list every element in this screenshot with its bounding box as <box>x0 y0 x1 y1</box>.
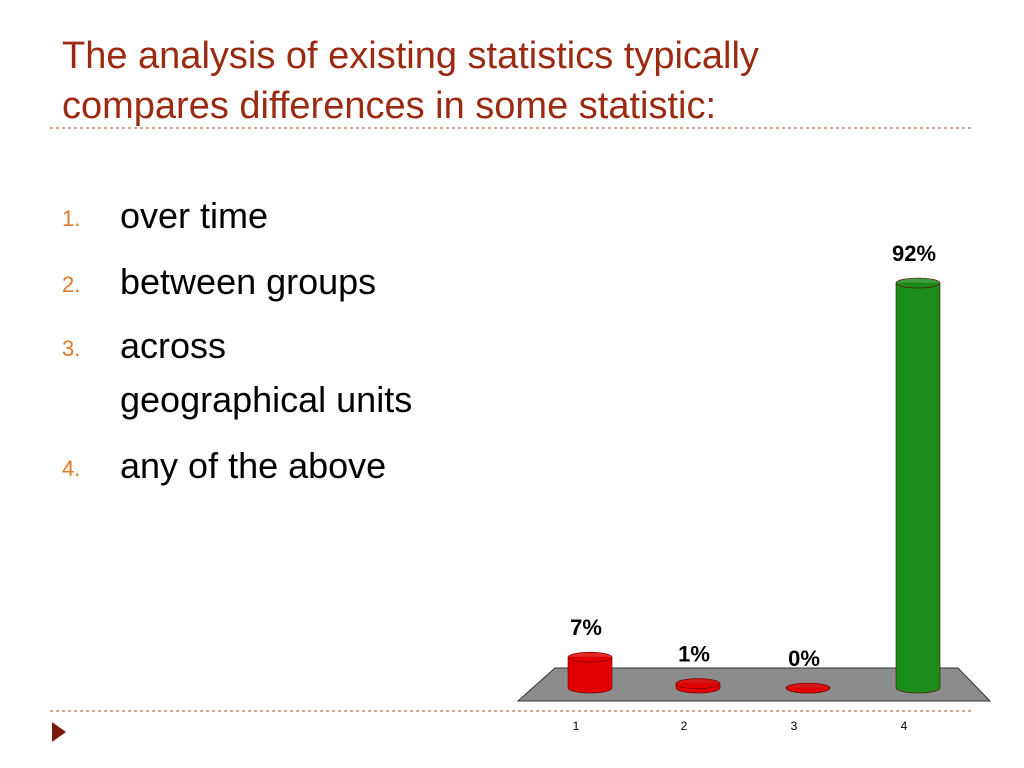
x-tick-label: 4 <box>901 719 908 733</box>
footer-arrow <box>52 722 66 742</box>
bar <box>567 656 613 694</box>
bar-cap <box>675 678 721 689</box>
bar <box>895 282 941 694</box>
value-label: 92% <box>892 241 936 266</box>
bar-cap <box>895 277 941 289</box>
item-text: between groups <box>120 261 376 302</box>
item-text: across <box>120 325 226 366</box>
x-tick-label: 3 <box>791 719 798 733</box>
chart-floor <box>516 667 992 702</box>
value-label: 0% <box>788 646 820 671</box>
item-number: 2. <box>62 272 80 297</box>
item-number: 3. <box>62 336 80 361</box>
x-tick-label: 1 <box>573 719 580 733</box>
item-number: 4. <box>62 456 80 481</box>
x-tick-label: 2 <box>681 719 688 733</box>
value-label: 7% <box>570 615 602 640</box>
slide-title: The analysis of existing statistics typi… <box>62 35 759 77</box>
slide-title: compares differences in some statistic: <box>62 85 716 127</box>
item-text: geographical units <box>120 379 412 420</box>
value-label: 1% <box>678 642 710 667</box>
bar-cap <box>785 682 831 694</box>
item-text: over time <box>120 195 268 236</box>
item-text: any of the above <box>120 445 386 486</box>
bar-cap <box>567 651 613 663</box>
item-number: 1. <box>62 206 80 231</box>
